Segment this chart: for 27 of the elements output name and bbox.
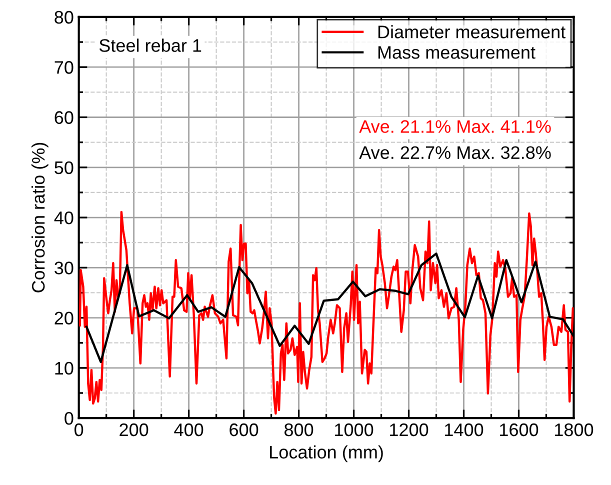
- x-tick-label: 1000: [335, 423, 374, 436]
- x-tick-label: 1200: [390, 423, 428, 436]
- x-tick-label: 1600: [500, 423, 538, 436]
- y-tick-label: 40: [54, 211, 74, 224]
- line-series: [78, 210, 574, 415]
- y-tick-label: 20: [54, 312, 74, 325]
- legend-label: Diameter measurement: [378, 25, 566, 38]
- x-tick-label: 200: [120, 423, 148, 436]
- y-axis-title: Corrosion ratio (%): [31, 142, 48, 292]
- x-tick-label: 1400: [445, 423, 484, 436]
- annotation: Steel rebar 1: [99, 38, 202, 52]
- annotation: Ave. 22.7% Max. 32.8%: [359, 146, 551, 159]
- x-tick-label: 400: [174, 423, 204, 436]
- x-axis-title: Location (mm): [270, 445, 383, 462]
- y-tick-label: 0: [64, 412, 74, 425]
- y-tick-label: 80: [54, 10, 74, 24]
- legend-label: Mass measurement: [378, 46, 536, 59]
- x-tick-label: 600: [230, 423, 258, 436]
- y-tick-label: 10: [55, 362, 74, 375]
- x-tick-label: 1800: [555, 423, 594, 436]
- annotation: Ave. 21.1% Max. 41.1%: [359, 120, 551, 133]
- y-tick-label: 30: [54, 262, 74, 274]
- x-tick-label: 0: [74, 423, 84, 436]
- y-tick-label: 70: [54, 61, 74, 74]
- x-tick-label: 800: [284, 423, 314, 436]
- y-tick-label: 50: [54, 161, 74, 174]
- y-tick-label: 60: [54, 111, 74, 124]
